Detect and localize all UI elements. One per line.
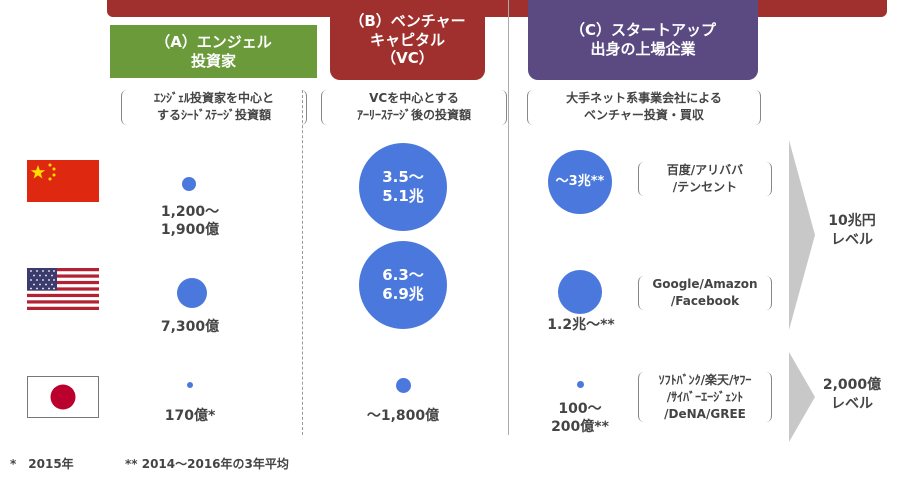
value-usa-startup: 1.2兆～** [547,317,615,333]
level-arrow-bottom [789,352,815,442]
level-label-top: 10兆円 レベル [828,213,876,248]
description-angel: ｴﾝｼﾞｪﾙ投資家を中心と するｼｰﾄﾞｽﾃｰｼﾞ投資額 [121,90,307,125]
bubble-usa-startup [558,270,602,314]
companies-usa: Google/Amazon /Facebook [638,276,772,310]
column-divider-ab [302,90,303,435]
japan-flag [27,376,99,418]
column-header-vc: （B）ベンチャー キャピタル （VC） [330,0,485,80]
bubble-japan-angel [187,382,193,388]
column-header-angel: （A）エンジェル 投資家 [110,25,317,78]
footnote-single-star: * 2015年 [10,457,74,471]
value-japan-vc: ～1,800億 [366,408,440,424]
column-divider-bc [508,0,509,435]
value-japan-angel: 170億* [164,408,216,424]
level-arrow-top [789,140,815,330]
footnote-double-star: ** 2014～2016年の3年平均 [125,457,289,471]
companies-japan: ｿﾌﾄﾊﾞﾝｸ/楽天/ﾔﾌｰ /ｻｲﾊﾞｰｴｰｼﾞｪﾝﾄ /DeNA/GREE [638,372,772,423]
companies-china: 百度/アリババ /テンセント [638,162,772,196]
bubble-china-angel [182,177,196,191]
description-startup: 大手ネット系事業会社による ベンチャー投資・買収 [527,90,761,125]
description-vc: VCを中心とする ｱｰﾘｰｽﾃｰｼﾞ後の投資額 [321,90,507,125]
china-flag [27,160,99,202]
header-top-bar [107,0,887,17]
value-china-angel: 1,200～ 1,900億 [160,204,220,239]
level-label-bottom: 2,000億 レベル [822,377,882,412]
bubble-japan-vc [396,378,411,393]
bubble-usa-angel [177,278,207,308]
bubble-usa-vc: 6.3～ 6.9兆 [359,241,447,329]
value-usa-angel: 7,300億 [160,319,220,335]
value-japan-startup: 100～ 200億** [551,401,609,436]
bubble-japan-startup [577,381,584,388]
usa-flag [27,268,99,310]
bubble-china-startup: ～3兆** [548,150,612,214]
bubble-china-vc: 3.5～ 5.1兆 [359,143,447,231]
column-header-startup: （C）スタートアップ 出身の上場企業 [528,0,758,80]
